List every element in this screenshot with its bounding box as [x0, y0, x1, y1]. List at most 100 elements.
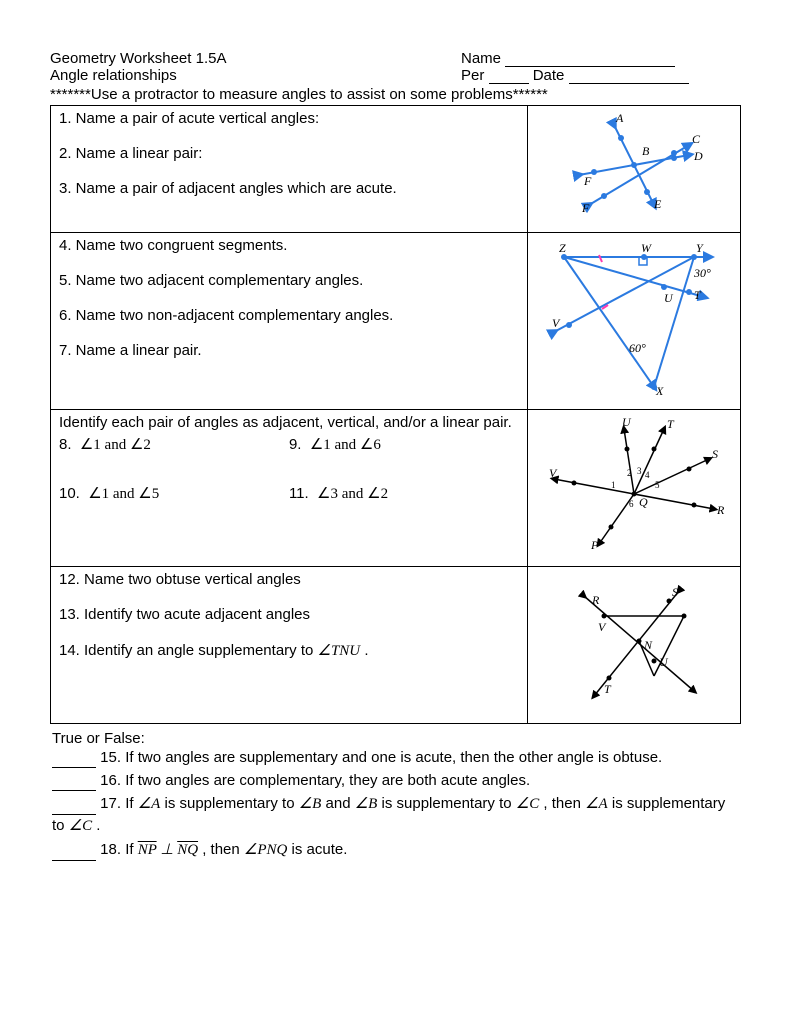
question-2: 2. Name a linear pair:	[59, 145, 519, 162]
q18-np: NP	[138, 842, 157, 858]
date-blank[interactable]	[569, 70, 689, 84]
question-3: 3. Name a pair of adjacent angles which …	[59, 180, 519, 197]
worksheet-title: Geometry Worksheet 1.5A	[50, 50, 461, 67]
section-3-row: Identify each pair of angles as adjacent…	[51, 410, 741, 567]
section-2-questions: 4. Name two congruent segments. 5. Name …	[51, 233, 528, 410]
svg-text:B: B	[642, 144, 650, 158]
worksheet-subtitle: Angle relationships	[50, 67, 461, 84]
question-16: 16. If two angles are complementary, the…	[52, 770, 739, 791]
date-label: Date	[533, 67, 565, 84]
question-17: 17. If ∠A is supplementary to ∠B and ∠B …	[52, 793, 739, 837]
svg-text:T: T	[667, 417, 675, 431]
svg-text:U: U	[622, 415, 632, 429]
svg-text:S: S	[712, 447, 718, 461]
section-3-questions: Identify each pair of angles as adjacent…	[51, 410, 528, 567]
diagram-2-cell: Z W Y 30° T U 60° X V	[527, 233, 740, 410]
q14-pre: 14. Identify an angle supplementary to	[59, 642, 318, 659]
svg-text:Z: Z	[559, 241, 566, 255]
tf-blank-18[interactable]	[52, 847, 96, 861]
svg-text:60°: 60°	[629, 341, 646, 355]
svg-text:C: C	[692, 132, 701, 146]
q8-label: 8.	[59, 436, 72, 453]
q18-nq: NQ	[177, 842, 198, 858]
svg-text:F: F	[581, 201, 590, 215]
svg-text:N: N	[643, 638, 653, 652]
tf-blank-16[interactable]	[52, 777, 96, 791]
q17-b: is supplementary to	[160, 795, 298, 812]
question-15: 15. If two angles are supplementary and …	[52, 747, 739, 768]
question-11: 11. ∠3 and ∠2	[289, 484, 519, 503]
name-blank[interactable]	[505, 53, 675, 67]
q16-text: 16. If two angles are complementary, the…	[100, 772, 530, 789]
q18-ang: ∠PNQ	[244, 842, 287, 858]
question-12: 12. Name two obtuse vertical angles	[59, 571, 519, 588]
q17-a: 17. If	[100, 795, 138, 812]
q18-perp: ⊥	[157, 842, 178, 858]
per-date-row: Per Date	[461, 67, 741, 84]
pair-grid: 8. ∠1 and ∠2 9. ∠1 and ∠6 10. ∠1 and ∠5 …	[59, 435, 519, 533]
section-3-intro: Identify each pair of angles as adjacent…	[59, 414, 519, 431]
true-false-section: True or False: 15. If two angles are sup…	[50, 730, 741, 861]
tf-blank-17[interactable]	[52, 801, 96, 815]
q17-ang-a2: ∠A	[585, 796, 608, 812]
q9-math: ∠1 and ∠6	[310, 437, 381, 453]
question-6: 6. Name two non-adjacent complementary a…	[59, 307, 519, 324]
svg-text:T: T	[604, 682, 612, 696]
question-5: 5. Name two adjacent complementary angle…	[59, 272, 519, 289]
q18-c: is acute.	[287, 841, 347, 858]
svg-text:V: V	[549, 466, 558, 480]
q10-label: 10.	[59, 485, 80, 502]
header-right: Name Per Date	[461, 50, 741, 84]
svg-text:E: E	[653, 197, 662, 211]
svg-text:6: 6	[629, 499, 634, 509]
svg-text:A: A	[615, 111, 624, 125]
svg-text:S: S	[672, 585, 678, 599]
svg-text:V: V	[598, 620, 607, 634]
per-label: Per	[461, 67, 484, 84]
q15-text: 15. If two angles are supplementary and …	[100, 749, 662, 766]
worksheet-page: Geometry Worksheet 1.5A Angle relationsh…	[0, 0, 791, 1024]
diagram-4-star: R S V N U T	[554, 571, 714, 711]
diagram-3-cell: U T S R P V Q 1 2 3 4 5 6	[527, 410, 740, 567]
q14-angle: ∠TNU	[318, 643, 361, 659]
svg-text:4: 4	[645, 470, 650, 480]
section-1-questions: 1. Name a pair of acute vertical angles:…	[51, 106, 528, 233]
svg-text:X: X	[655, 384, 664, 397]
diagram-4-cell: R S V N U T	[527, 567, 740, 724]
section-4-questions: 12. Name two obtuse vertical angles 13. …	[51, 567, 528, 724]
q17-c: and	[321, 795, 354, 812]
svg-text:30°: 30°	[693, 266, 711, 280]
diagram-1-intersecting-lines: A C D E F B F	[554, 110, 714, 220]
svg-text:R: R	[716, 503, 725, 517]
svg-text:R: R	[591, 593, 600, 607]
diagram-2-triangle: Z W Y 30° T U 60° X V	[544, 237, 724, 397]
svg-text:T: T	[694, 288, 702, 302]
tf-blank-15[interactable]	[52, 754, 96, 768]
name-label: Name	[461, 50, 501, 67]
svg-text:2: 2	[627, 468, 632, 478]
q18-b: , then	[198, 841, 244, 858]
per-blank[interactable]	[489, 70, 529, 84]
tf-heading: True or False:	[52, 730, 739, 747]
header-left: Geometry Worksheet 1.5A Angle relationsh…	[50, 50, 461, 84]
q10-math: ∠1 and ∠5	[88, 486, 159, 502]
svg-text:D: D	[693, 149, 703, 163]
q14-post: .	[360, 642, 368, 659]
q17-ang-a: ∠A	[138, 796, 161, 812]
svg-text:P: P	[590, 538, 599, 552]
svg-text:Y: Y	[696, 241, 704, 255]
q17-g: .	[92, 817, 100, 834]
svg-text:U: U	[659, 655, 669, 669]
section-4-row: 12. Name two obtuse vertical angles 13. …	[51, 567, 741, 724]
q11-math: ∠3 and ∠2	[317, 486, 388, 502]
question-8: 8. ∠1 and ∠2	[59, 435, 289, 454]
question-18: 18. If NP ⊥ NQ , then ∠PNQ is acute.	[52, 839, 739, 861]
question-4: 4. Name two congruent segments.	[59, 237, 519, 254]
q17-ang-b2: ∠B	[355, 796, 378, 812]
name-field-row: Name	[461, 50, 741, 67]
q17-e: , then	[539, 795, 585, 812]
question-9: 9. ∠1 and ∠6	[289, 435, 519, 454]
header: Geometry Worksheet 1.5A Angle relationsh…	[50, 50, 741, 84]
q17-ang-c2: ∠C	[69, 818, 92, 834]
svg-text:U: U	[664, 291, 674, 305]
